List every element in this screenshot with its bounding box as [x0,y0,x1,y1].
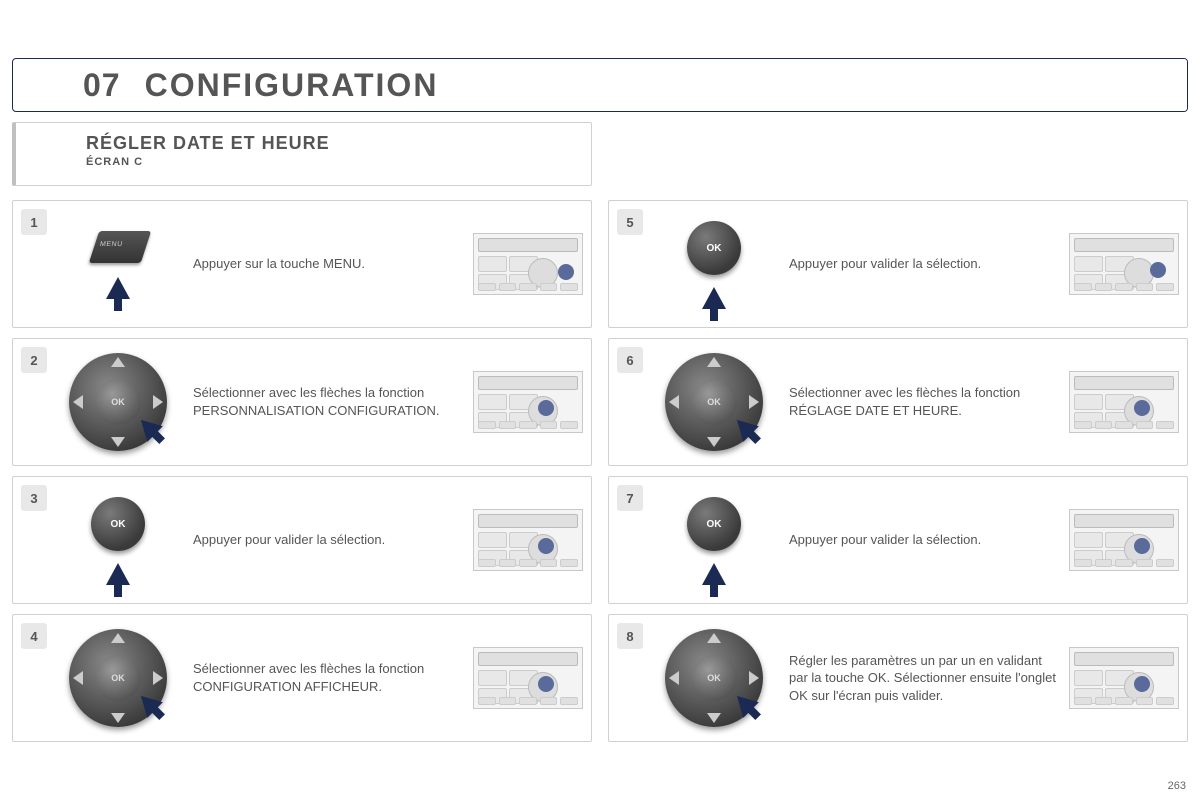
section-number: 07 [83,67,121,104]
step-icon-slot: OK [649,495,779,585]
step-instruction: Sélectionner avec les flèches la fonctio… [779,384,1069,419]
step-number-badge: 2 [21,347,47,373]
radio-thumbnail [473,233,583,295]
radio-thumbnail [1069,509,1179,571]
navigation-wheel-icon: OK [63,347,173,457]
step-panel: 6 OK Sélectionner avec les flèches la fo… [608,338,1188,466]
step-instruction: Sélectionner avec les flèches la fonctio… [183,384,473,419]
step-panel: 5 OK Appuyer pour valider la sélection. [608,200,1188,328]
page-number: 263 [1168,780,1186,792]
ok-button-icon: OK [78,495,158,585]
step-number-badge: 7 [617,485,643,511]
steps-grid: 1 MENU Appuyer sur la touche MENU. 2 OK … [12,200,1188,742]
step-panel: 2 OK Sélectionner avec les flèches la fo… [12,338,592,466]
pointer-arrow-icon [106,277,130,299]
pointer-arrow-icon [106,563,130,585]
step-number-badge: 6 [617,347,643,373]
ok-button-icon: OK [674,219,754,309]
step-icon-slot: OK [53,623,183,733]
ok-button-icon: OK [674,495,754,585]
step-instruction: Appuyer pour valider la sélection. [779,255,1069,273]
step-icon-slot: OK [649,347,779,457]
radio-thumbnail [1069,233,1179,295]
left-column: 1 MENU Appuyer sur la touche MENU. 2 OK … [12,200,592,742]
section-title: CONFIGURATION [145,67,439,104]
navigation-wheel-icon: OK [659,347,769,457]
step-number-badge: 4 [21,623,47,649]
pointer-arrow-icon [702,563,726,585]
step-number-badge: 8 [617,623,643,649]
radio-thumbnail [473,509,583,571]
step-panel: 7 OK Appuyer pour valider la sélection. [608,476,1188,604]
step-icon-slot: OK [649,219,779,309]
right-column: 5 OK Appuyer pour valider la sélection. … [608,200,1188,742]
pointer-arrow-icon [702,287,726,309]
sub-screen: ÉCRAN C [86,156,591,168]
navigation-wheel-icon: OK [63,623,173,733]
navigation-wheel-icon: OK [659,623,769,733]
step-instruction: Régler les paramètres un par un en valid… [779,652,1069,705]
step-icon-slot: MENU [53,229,183,299]
step-panel: 8 OK Régler les paramètres un par un en … [608,614,1188,742]
step-instruction: Appuyer sur la touche MENU. [183,255,473,273]
menu-button-icon: MENU [78,229,158,299]
step-icon-slot: OK [53,347,183,457]
step-icon-slot: OK [53,495,183,585]
step-panel: 3 OK Appuyer pour valider la sélection. [12,476,592,604]
step-instruction: Appuyer pour valider la sélection. [183,531,473,549]
step-instruction: Appuyer pour valider la sélection. [779,531,1069,549]
step-panel: 4 OK Sélectionner avec les flèches la fo… [12,614,592,742]
radio-thumbnail [1069,371,1179,433]
step-icon-slot: OK [649,623,779,733]
step-instruction: Sélectionner avec les flèches la fonctio… [183,660,473,695]
section-header: 07 CONFIGURATION [12,58,1188,112]
radio-thumbnail [473,647,583,709]
step-panel: 1 MENU Appuyer sur la touche MENU. [12,200,592,328]
step-number-badge: 3 [21,485,47,511]
radio-thumbnail [473,371,583,433]
step-number-badge: 5 [617,209,643,235]
subsection-header: RÉGLER DATE ET HEURE ÉCRAN C [12,122,592,186]
radio-thumbnail [1069,647,1179,709]
sub-title: RÉGLER DATE ET HEURE [86,133,591,154]
step-number-badge: 1 [21,209,47,235]
